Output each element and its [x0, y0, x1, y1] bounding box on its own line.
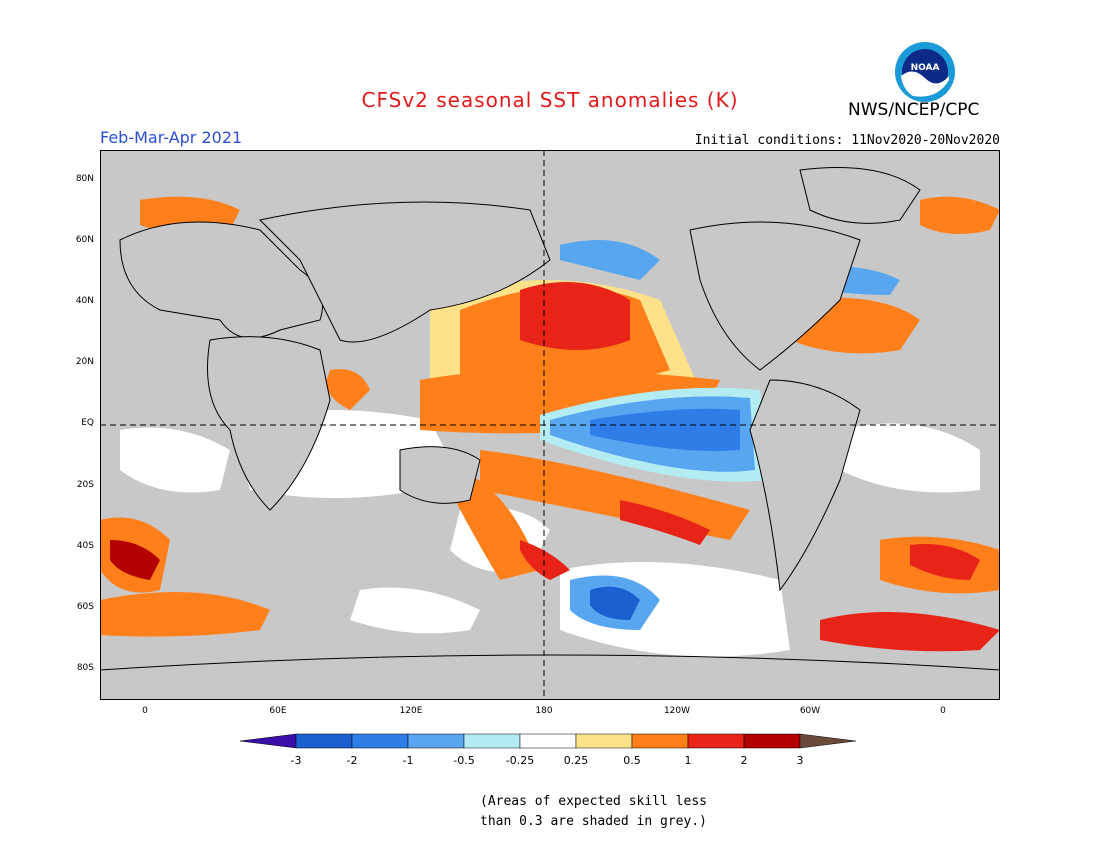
lat-label-60n: 60N [75, 235, 94, 245]
colorbar-swatch [407, 733, 465, 749]
lat-label-40n: 40N [75, 296, 94, 306]
colorbar-swatch [743, 733, 801, 749]
colorbar-swatch [463, 733, 521, 749]
chart-title: CFSv2 seasonal SST anomalies (K) [361, 88, 739, 112]
colorbar-swatch [575, 733, 633, 749]
cbar-label: -0.25 [505, 754, 535, 767]
footnote-line-1: (Areas of expected skill less [480, 794, 707, 809]
cbar-label: -3 [290, 754, 302, 767]
lat-label-40s: 40S [76, 541, 94, 551]
lon-label-60w: 60W [799, 706, 821, 716]
colorbar-swatch [295, 733, 353, 749]
cbar-label: -0.5 [453, 754, 475, 767]
forecast-period: Feb-Mar-Apr 2021 [100, 128, 243, 147]
colorbar-swatch [799, 733, 857, 749]
lat-label-80s: 80S [76, 663, 94, 673]
cbar-label: 1 [684, 754, 692, 767]
skill-footnote: (Areas of expected skill less than 0.3 a… [480, 792, 707, 832]
lon-label-60e: 60E [269, 706, 287, 716]
sst-anomaly-map [100, 150, 1000, 700]
cbar-label: 0.25 [563, 754, 589, 767]
lon-label-0-right: 0 [940, 706, 946, 716]
noaa-logo: NOAA [895, 42, 955, 102]
colorbar-swatch [687, 733, 745, 749]
colorbar-swatch [519, 733, 577, 749]
lon-label-120e: 120E [399, 706, 423, 716]
lat-label-20n: 20N [75, 357, 94, 367]
footnote-line-2: than 0.3 are shaded in grey.) [480, 814, 707, 829]
colorbar [240, 733, 857, 749]
continent-outlines [100, 167, 1000, 700]
lon-label-0: 0 [142, 706, 148, 716]
agency-label: NWS/NCEP/CPC [848, 100, 980, 120]
cbar-label: -2 [346, 754, 358, 767]
lat-label-60s: 60S [76, 602, 94, 612]
cbar-label: -1 [402, 754, 414, 767]
lat-label-80n: 80N [75, 174, 94, 184]
lat-label-eq: EQ [81, 418, 94, 428]
warm-anomaly-areas [100, 196, 1000, 652]
lat-label-20s: 20S [76, 480, 94, 490]
colorbar-swatch [631, 733, 689, 749]
initial-conditions: Initial conditions: 11Nov2020-20Nov2020 [694, 133, 1000, 148]
svg-text:NOAA: NOAA [911, 63, 940, 73]
lon-label-180: 180 [535, 706, 553, 716]
lon-label-120w: 120W [663, 706, 691, 716]
colorbar-swatch [240, 733, 297, 749]
cbar-label: 2 [740, 754, 748, 767]
cbar-label: 0.5 [623, 754, 641, 767]
colorbar-swatch [351, 733, 409, 749]
cbar-label: 3 [796, 754, 804, 767]
